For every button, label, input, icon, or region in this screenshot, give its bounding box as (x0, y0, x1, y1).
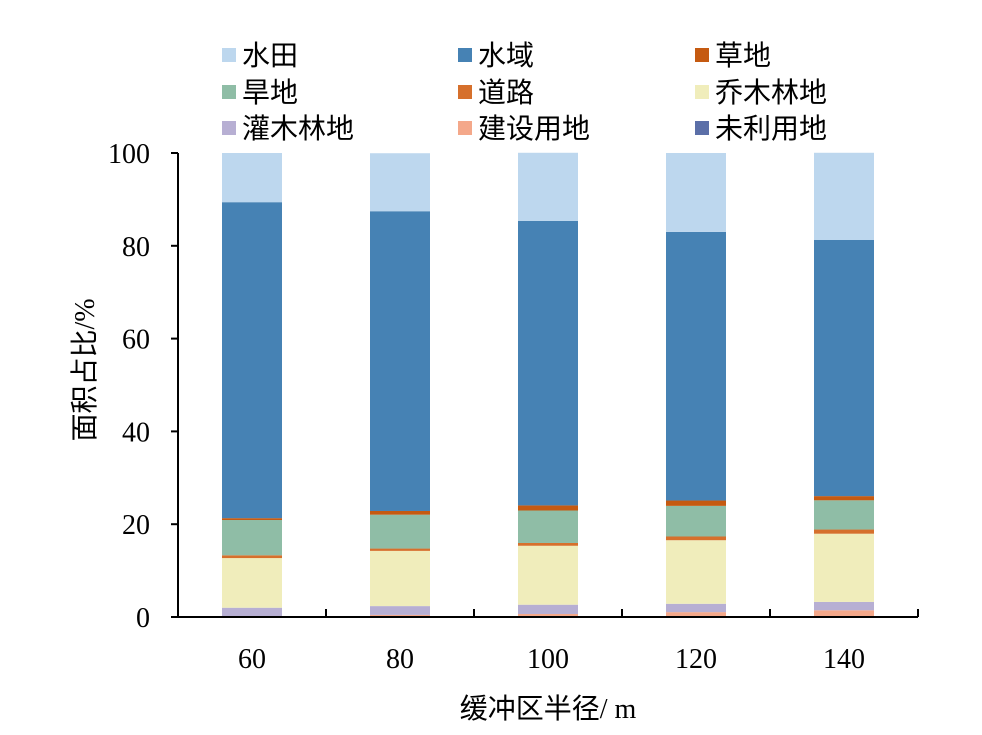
bar-segment-80-5 (370, 514, 430, 549)
legend-item: 水田 (222, 40, 298, 72)
bar-segment-80-1 (370, 614, 430, 617)
bar-segment-60-5 (222, 520, 282, 556)
legend-label: 建设用地 (478, 113, 590, 145)
y-tick-label: 60 (122, 325, 150, 356)
bar-segment-120-5 (666, 505, 726, 537)
bar-segment-100-2 (518, 604, 578, 614)
bar-segment-120-1 (666, 612, 726, 617)
x-tick-label: 140 (823, 644, 865, 675)
bar-segment-60-3 (222, 558, 282, 608)
legend-item: 灌木林地 (222, 113, 354, 145)
legend-swatch (695, 85, 709, 99)
bar-segment-60-6 (222, 518, 282, 521)
bar-segment-100-7 (518, 220, 578, 506)
y-axis-label: 面积占比/% (69, 298, 101, 441)
legend-label: 道路 (478, 77, 534, 109)
legend-label: 乔木林地 (715, 77, 827, 109)
bar-segment-140-6 (814, 496, 874, 501)
x-tick-label: 80 (386, 644, 414, 675)
bar-segment-80-6 (370, 510, 430, 515)
bar-segment-80-7 (370, 211, 430, 511)
bar-segment-120-8 (666, 153, 726, 232)
bar-segment-120-6 (666, 500, 726, 506)
legend-item: 草地 (695, 40, 771, 72)
bar-segment-60-8 (222, 153, 282, 203)
bar-segment-100-3 (518, 545, 578, 605)
legend-label: 旱地 (242, 77, 298, 109)
legend-swatch (222, 121, 236, 135)
legend-swatch (222, 48, 236, 62)
bar-segment-100-8 (518, 152, 578, 221)
bar-segment-100-5 (518, 510, 578, 543)
legend-swatch (458, 121, 472, 135)
bar-segment-140-2 (814, 601, 874, 611)
y-tick-label: 40 (122, 417, 150, 448)
bar-segment-140-3 (814, 533, 874, 602)
legend-swatch (695, 48, 709, 62)
legend-item: 乔木林地 (695, 77, 827, 109)
legend-item: 旱地 (222, 77, 298, 109)
bar-segment-120-4 (666, 536, 726, 541)
y-tick-label: 0 (136, 603, 150, 634)
bar-segment-80-8 (370, 153, 430, 212)
bar-segment-140-1 (814, 610, 874, 617)
axes: 60 80 100 120 140 0 20 40 60 80 100 (108, 139, 919, 675)
bar-segment-60-2 (222, 607, 282, 617)
bar-segment-120-2 (666, 603, 726, 613)
y-tick-label: 80 (122, 232, 150, 263)
legend-item: 建设用地 (458, 113, 590, 145)
legend-swatch (458, 48, 472, 62)
legend-label: 水田 (242, 40, 298, 72)
legend-label: 水域 (478, 40, 534, 72)
x-tick-label: 100 (527, 644, 569, 675)
bar-segment-140-4 (814, 529, 874, 534)
legend-swatch (458, 85, 472, 99)
x-tick-label: 120 (675, 644, 717, 675)
legend-swatch (222, 85, 236, 99)
legend-label: 草地 (715, 40, 771, 72)
bar-segment-80-3 (370, 550, 430, 607)
legend-swatch (695, 121, 709, 135)
x-tick-label: 60 (238, 644, 266, 675)
bar-segment-140-5 (814, 500, 874, 530)
legend-item: 未利用地 (695, 113, 827, 145)
bar-segment-120-3 (666, 540, 726, 604)
bars (222, 152, 874, 617)
bar-segment-140-8 (814, 152, 874, 240)
bar-segment-100-4 (518, 542, 578, 546)
bar-segment-60-4 (222, 555, 282, 559)
y-tick-label: 20 (122, 510, 150, 541)
legend-label: 未利用地 (715, 113, 827, 145)
legend-item: 道路 (458, 77, 534, 109)
legend-item: 水域 (458, 40, 534, 72)
bar-segment-80-2 (370, 606, 430, 615)
legend-label: 灌木林地 (242, 113, 354, 145)
bar-segment-140-7 (814, 240, 874, 497)
bar-segment-100-1 (518, 613, 578, 617)
bar-segment-100-6 (518, 505, 578, 511)
x-axis-label: 缓冲区半径/ m (460, 693, 637, 725)
bar-segment-60-7 (222, 202, 282, 519)
y-tick-label: 100 (108, 139, 150, 170)
bar-segment-120-7 (666, 231, 726, 501)
bar-segment-80-4 (370, 548, 430, 551)
